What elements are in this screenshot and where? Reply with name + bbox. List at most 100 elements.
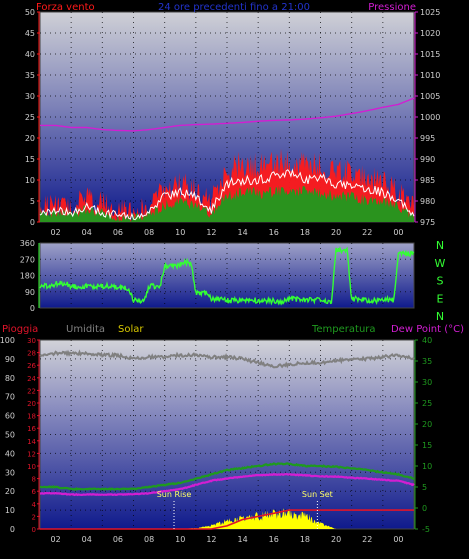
humidity-tick-label: 70 <box>5 393 15 402</box>
compass-label: S <box>437 275 444 288</box>
time-tick-label: 04 <box>82 228 92 237</box>
rain-tick-label: 0 <box>32 526 36 534</box>
humidity-tick-label: 10 <box>5 506 15 515</box>
temperature-tick-label: 35 <box>422 357 432 366</box>
time-tick-label: 00 <box>393 535 403 544</box>
pressure-tick-label: 1005 <box>420 92 440 101</box>
pressure-tick-label: 985 <box>420 176 435 185</box>
rain-tick-label: 6 <box>32 488 37 496</box>
rain-tick-label: 24 <box>27 375 36 383</box>
direction-tick-label: 90 <box>25 288 35 297</box>
time-tick-label: 08 <box>144 228 154 237</box>
dewpoint-line <box>39 472 415 497</box>
time-tick-label: 22 <box>362 228 372 237</box>
direction-tick-label: 360 <box>20 239 35 248</box>
temperature-tick-label: 20 <box>422 420 432 429</box>
temperature-tick-label: 15 <box>422 441 432 450</box>
time-tick-label: 12 <box>206 228 216 237</box>
temperature-axis-title: Temperatura <box>311 324 376 335</box>
chart-subtitle: 24 ore precedenti fino a 21:00 <box>158 2 310 13</box>
wind-tick-label: 25 <box>25 113 35 122</box>
rain-tick-label: 18 <box>27 413 36 421</box>
time-tick-label: 04 <box>82 535 92 544</box>
pressure-tick-label: 975 <box>420 218 435 227</box>
time-tick-label: 06 <box>113 535 123 544</box>
pressure-tick-label: 990 <box>420 155 435 164</box>
humidity-tick-label: 60 <box>5 412 15 421</box>
time-tick-label: 12 <box>206 535 216 544</box>
wind-tick-label: 0 <box>30 218 35 227</box>
time-tick-label: 16 <box>269 228 279 237</box>
temperature-tick-label: 10 <box>422 462 432 471</box>
rain-tick-label: 12 <box>27 450 36 458</box>
rain-tick-label: 26 <box>27 362 36 370</box>
solar-radiation-area <box>40 508 414 529</box>
rain-tick-label: 10 <box>27 463 36 471</box>
time-tick-label: 22 <box>362 535 372 544</box>
compass-label: E <box>437 292 444 305</box>
wind-tick-label: 45 <box>25 29 35 38</box>
temperature-tick-label: 5 <box>422 483 427 492</box>
wind-tick-label: 10 <box>25 176 35 185</box>
dewpoint-axis-title: Dew Point (°C) <box>391 324 464 335</box>
humidity-axis-title: Umidita <box>66 324 105 335</box>
compass-label: N <box>436 310 444 323</box>
pressure-tick-label: 1000 <box>420 113 440 122</box>
wind-gust-line <box>39 168 415 221</box>
sun-set-label: Sun Set <box>302 490 333 499</box>
rain-tick-label: 16 <box>27 425 36 433</box>
humidity-tick-label: 30 <box>5 468 15 477</box>
rain-line <box>40 509 414 530</box>
rain-tick-label: 30 <box>27 337 36 345</box>
wind-average-area <box>40 185 414 222</box>
direction-tick-label: 180 <box>20 272 35 281</box>
solar-axis-title: Solar <box>118 324 144 335</box>
temperature-tick-label: 30 <box>422 378 432 387</box>
compass-label: W <box>435 257 446 270</box>
temperature-tick-label: -5 <box>422 525 430 534</box>
temperature-tick-label: 0 <box>422 504 427 513</box>
direction-grid <box>40 243 414 308</box>
weather-plot-area <box>39 339 415 530</box>
pressure-tick-label: 980 <box>420 197 435 206</box>
time-tick-label: 08 <box>144 535 154 544</box>
wind-tick-label: 50 <box>25 8 35 17</box>
rain-tick-label: 28 <box>27 350 36 358</box>
wind-tick-label: 15 <box>25 155 35 164</box>
direction-tick-label: 0 <box>30 304 35 313</box>
sun-rise-label: Sun Rise <box>157 490 192 499</box>
compass-label: N <box>436 239 444 252</box>
temperature-tick-label: 25 <box>422 399 432 408</box>
time-tick-label: 10 <box>175 228 185 237</box>
rain-tick-label: 22 <box>27 387 36 395</box>
pressure-axis-title: Pressione <box>368 2 416 13</box>
pressure-tick-label: 1020 <box>420 29 440 38</box>
time-tick-label: 14 <box>237 228 247 237</box>
time-tick-label: 18 <box>300 228 310 237</box>
direction-tick-label: 270 <box>20 255 35 264</box>
humidity-tick-label: 100 <box>0 336 15 345</box>
wind-axis-title: Forza vento <box>36 2 95 13</box>
rain-tick-label: 2 <box>32 513 36 521</box>
time-tick-label: 20 <box>331 228 341 237</box>
wind-tick-label: 20 <box>25 134 35 143</box>
temperature-tick-label: 40 <box>422 336 432 345</box>
wind-tick-label: 30 <box>25 92 35 101</box>
humidity-tick-label: 80 <box>5 374 15 383</box>
rain-axis-title: Pioggia <box>2 324 38 335</box>
pressure-tick-label: 1015 <box>420 50 440 59</box>
wind-tick-label: 5 <box>30 197 35 206</box>
time-tick-label: 10 <box>175 535 185 544</box>
wind-tick-label: 35 <box>25 71 35 80</box>
time-tick-label: 14 <box>237 535 247 544</box>
pressure-tick-label: 995 <box>420 134 435 143</box>
time-tick-label: 06 <box>113 228 123 237</box>
time-tick-label: 18 <box>300 535 310 544</box>
wind-direction-line <box>39 246 415 306</box>
rain-tick-label: 4 <box>32 501 37 509</box>
time-tick-label: 16 <box>269 535 279 544</box>
rain-tick-label: 20 <box>27 400 36 408</box>
humidity-tick-label: 0 <box>10 525 15 534</box>
